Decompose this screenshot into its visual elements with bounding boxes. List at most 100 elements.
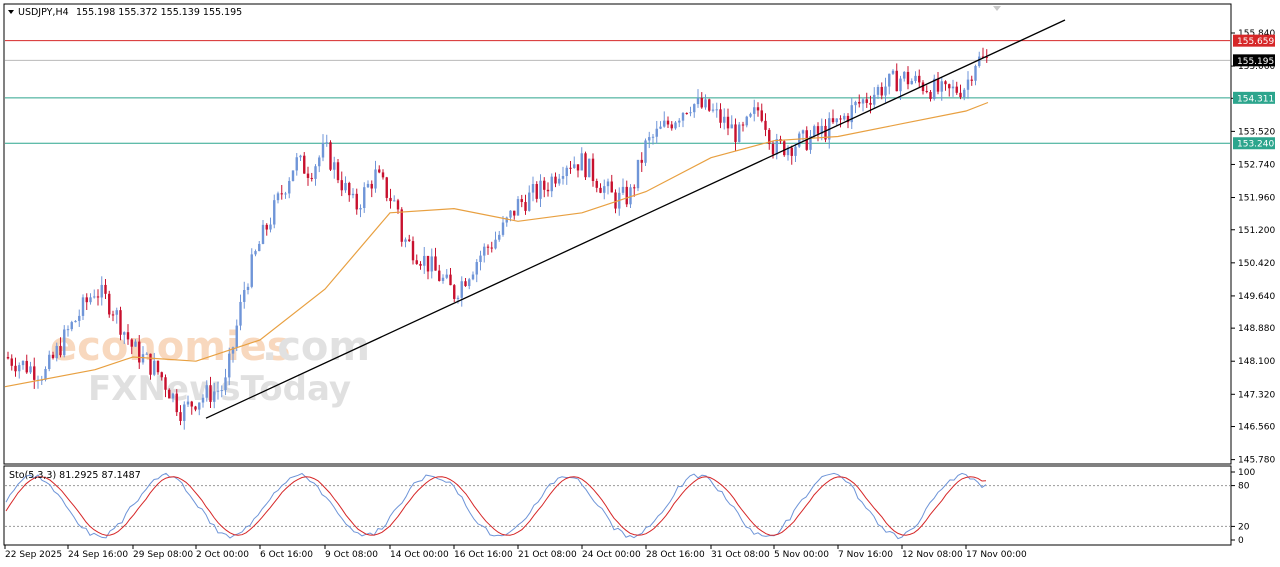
stoch-tick-label: 100 — [1238, 468, 1255, 478]
candle-body — [269, 224, 272, 230]
candle-body — [648, 137, 651, 141]
candle-body — [933, 78, 936, 99]
candle-body — [108, 293, 111, 315]
candle-body — [550, 176, 553, 192]
time-tick-label: 5 Nov 00:00 — [774, 550, 829, 560]
candle-body — [659, 126, 662, 129]
candle-body — [509, 210, 512, 218]
candle-body — [325, 142, 328, 144]
candle-body — [404, 239, 407, 242]
candle-body — [333, 162, 336, 170]
candle-body — [610, 181, 613, 193]
candle-body — [846, 115, 850, 123]
candle-body — [303, 155, 306, 174]
candle-body — [816, 126, 820, 134]
candle-body — [329, 142, 332, 170]
candle-body — [366, 183, 370, 188]
candle-body — [696, 97, 700, 105]
candle-body — [768, 129, 771, 144]
candle-body — [179, 412, 182, 421]
candle-body — [580, 153, 583, 171]
candle-body — [715, 109, 718, 111]
candle-body — [621, 186, 625, 193]
candle-body — [929, 91, 932, 99]
indicator-plot-frame — [3, 465, 1232, 546]
candle-body — [498, 234, 501, 240]
candle-body — [783, 141, 786, 156]
candle-body — [711, 109, 715, 111]
candle-body — [974, 65, 977, 81]
time-tick-label: 17 Nov 00:00 — [966, 550, 1027, 560]
candle-body — [456, 297, 460, 299]
dropdown-arrow-icon[interactable] — [8, 10, 14, 14]
candle-body — [539, 180, 542, 199]
candle-body — [876, 86, 880, 95]
candle-body — [730, 124, 733, 129]
candle-body — [606, 181, 610, 187]
candle-body — [573, 164, 576, 168]
candle-body — [6, 356, 10, 359]
candle-body — [321, 142, 325, 158]
candle-body — [918, 75, 921, 83]
price-tick-label: 155.840 — [1238, 29, 1275, 39]
candle-body — [194, 406, 197, 410]
candle-body — [760, 110, 763, 121]
candle-body — [824, 125, 827, 140]
candle-body — [633, 187, 636, 189]
candle-body — [588, 158, 591, 178]
candle-body — [201, 397, 205, 403]
candle-body — [145, 353, 148, 355]
candle-body — [966, 79, 970, 90]
candle-body — [854, 101, 857, 106]
candle-body — [288, 180, 291, 194]
candle-body — [903, 71, 906, 79]
candle-body — [651, 136, 655, 138]
horizontal-levels — [5, 40, 1230, 144]
candle-body — [801, 130, 805, 134]
candle-body — [603, 186, 606, 193]
price-tick-label: 152.740 — [1238, 160, 1275, 170]
candle-body — [460, 281, 463, 298]
candle-body — [231, 347, 235, 354]
stochastic-label: Sto(5,3,3) 81.2925 87.1487 — [9, 470, 141, 481]
candle-body — [475, 262, 478, 275]
candle-body — [389, 197, 392, 202]
candle-body — [370, 183, 373, 189]
time-tick-label: 31 Oct 08:00 — [711, 550, 770, 560]
candle-body — [336, 162, 340, 181]
watermark-fxnewstoday: FXNewsToday — [88, 369, 351, 409]
candle-body — [280, 193, 283, 195]
candle-body — [873, 94, 876, 105]
scroll-marker-icon — [993, 6, 1001, 11]
main-plot-frame — [3, 3, 1232, 465]
candle-body — [348, 182, 351, 196]
candle-body — [89, 297, 92, 303]
candle-body — [276, 193, 280, 201]
candle-body — [51, 354, 55, 359]
candle-body — [81, 297, 85, 316]
candle-body — [959, 92, 962, 98]
candle-body — [59, 345, 62, 356]
candle-body — [239, 301, 242, 326]
candle-body — [299, 155, 302, 158]
level-badge-1-label: 155.659 — [1237, 37, 1274, 47]
ascending-trendline[interactable] — [205, 19, 1066, 419]
price-tick-label: 147.320 — [1238, 390, 1275, 400]
candle-body — [741, 124, 745, 126]
candle-body — [138, 341, 141, 363]
price-tick-label: 151.960 — [1238, 194, 1275, 204]
candle-body — [700, 97, 703, 108]
candle-body — [318, 157, 321, 167]
candle-body — [261, 224, 265, 244]
candle-body — [745, 116, 748, 126]
time-tick-label: 9 Oct 08:00 — [325, 550, 378, 560]
candle-body — [126, 332, 130, 340]
candle-body — [310, 177, 313, 179]
candle-body — [314, 166, 317, 179]
candle-body — [899, 78, 902, 92]
candle-body — [948, 84, 951, 89]
candle-body — [385, 177, 388, 198]
time-tick-label: 28 Oct 16:00 — [646, 550, 705, 560]
candle-body — [351, 193, 355, 196]
